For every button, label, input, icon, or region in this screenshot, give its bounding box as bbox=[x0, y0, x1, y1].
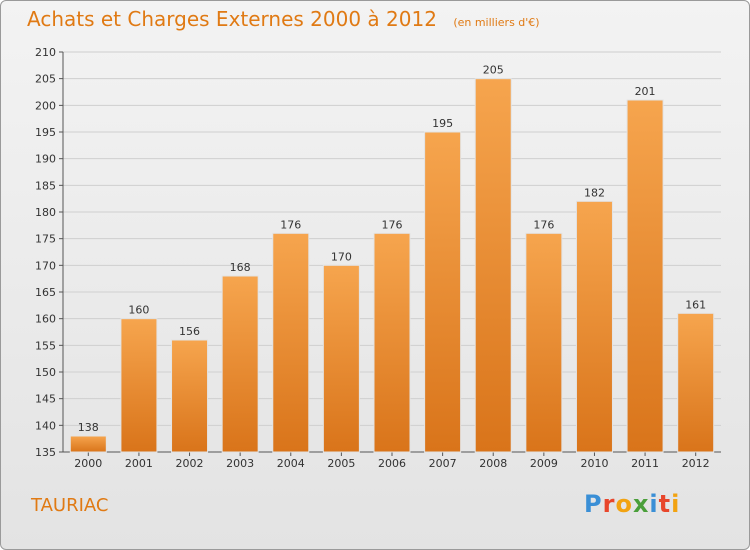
x-tick-label-2002: 2002 bbox=[176, 457, 204, 470]
x-tick-label-2003: 2003 bbox=[226, 457, 254, 470]
bar-2000 bbox=[69, 435, 107, 453]
bar-2011 bbox=[626, 99, 664, 453]
y-tick-label: 160 bbox=[35, 313, 56, 326]
y-tick-label: 205 bbox=[35, 73, 56, 86]
y-tick-label: 135 bbox=[35, 446, 56, 459]
data-label-2002: 156 bbox=[179, 325, 200, 338]
y-tick-label: 180 bbox=[35, 206, 56, 219]
data-label-2008: 205 bbox=[483, 64, 504, 77]
x-tick-label-2007: 2007 bbox=[429, 457, 457, 470]
bar-2009 bbox=[525, 232, 563, 453]
bar-2006 bbox=[373, 232, 411, 453]
data-label-2006: 176 bbox=[382, 218, 403, 231]
data-label-2009: 176 bbox=[533, 218, 554, 231]
data-label-2007: 195 bbox=[432, 117, 453, 130]
x-tick-label-2005: 2005 bbox=[327, 457, 355, 470]
y-tick-label: 210 bbox=[35, 46, 56, 59]
y-tick-label: 175 bbox=[35, 233, 56, 246]
x-tick-label-2001: 2001 bbox=[125, 457, 153, 470]
chart-subtitle: (en milliers d'€) bbox=[453, 16, 540, 29]
y-tick-label: 195 bbox=[35, 126, 56, 139]
chart-title-block: Achats et Charges Externes 2000 à 2012 (… bbox=[27, 7, 540, 31]
x-tick-label-2008: 2008 bbox=[479, 457, 507, 470]
bar-2004 bbox=[272, 232, 310, 453]
y-tick-label: 190 bbox=[35, 153, 56, 166]
data-label-2012: 161 bbox=[685, 298, 706, 311]
axis-layer: 135 140 145 150 155 160 165 170 175 180 185 190 195 2… bbox=[35, 46, 721, 470]
logo-letter: t bbox=[658, 490, 672, 518]
x-tick-label-2012: 2012 bbox=[682, 457, 710, 470]
y-tick-label: 185 bbox=[35, 179, 56, 192]
bar-2005 bbox=[322, 264, 360, 453]
proxiti-logo[interactable]: Proxiti bbox=[584, 490, 680, 518]
logo-letter: o bbox=[615, 490, 633, 518]
bar-2002 bbox=[171, 339, 209, 453]
bar-2001 bbox=[120, 318, 158, 453]
data-label-2010: 182 bbox=[584, 186, 605, 199]
data-label-2011: 201 bbox=[635, 85, 656, 98]
logo-letter: P bbox=[584, 490, 603, 518]
data-label-2001: 160 bbox=[128, 304, 149, 317]
data-label-2005: 170 bbox=[331, 250, 352, 263]
y-tick-label: 150 bbox=[35, 366, 56, 379]
logo-letter: i bbox=[649, 490, 659, 518]
x-tick-label-2006: 2006 bbox=[378, 457, 406, 470]
x-tick-label-2000: 2000 bbox=[74, 457, 102, 470]
y-tick-label: 145 bbox=[35, 393, 56, 406]
y-tick-label: 140 bbox=[35, 419, 56, 432]
y-tick-label: 200 bbox=[35, 99, 56, 112]
y-tick-label: 170 bbox=[35, 259, 56, 272]
bar-2007 bbox=[424, 131, 462, 453]
logo-letter: r bbox=[602, 490, 616, 518]
bar-2010 bbox=[575, 200, 613, 453]
logo-letter: x bbox=[632, 490, 650, 518]
logo-letter: i bbox=[671, 490, 681, 518]
commune-name: TAURIAC bbox=[31, 495, 109, 516]
bar-2003 bbox=[221, 275, 259, 453]
label-layer: 138 160 156 168 176 170 176 195 205 176 182 201 161 bbox=[78, 64, 706, 434]
bar-2012 bbox=[677, 312, 715, 453]
y-tick-label: 165 bbox=[35, 286, 56, 299]
bar-layer bbox=[69, 78, 715, 453]
x-tick-label-2011: 2011 bbox=[631, 457, 659, 470]
x-tick-label-2009: 2009 bbox=[530, 457, 558, 470]
data-label-2003: 168 bbox=[230, 261, 251, 274]
y-tick-label: 155 bbox=[35, 339, 56, 352]
x-tick-label-2004: 2004 bbox=[277, 457, 305, 470]
x-tick-label-2010: 2010 bbox=[580, 457, 608, 470]
data-label-2004: 176 bbox=[280, 218, 301, 231]
bar-2008 bbox=[474, 78, 512, 453]
chart-title: Achats et Charges Externes 2000 à 2012 bbox=[27, 7, 437, 31]
data-label-2000: 138 bbox=[78, 421, 99, 434]
